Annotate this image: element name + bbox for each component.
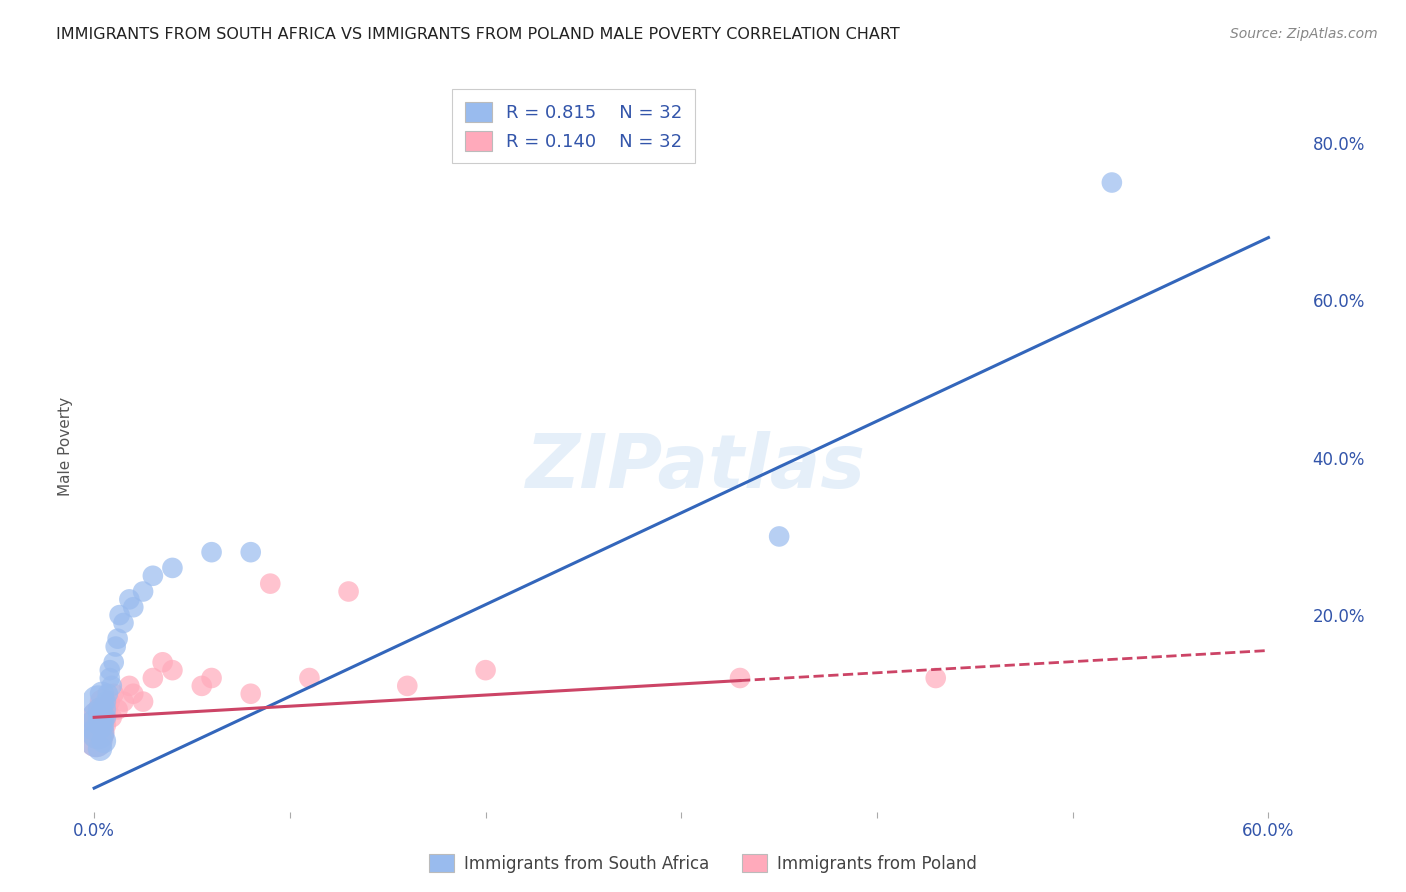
Point [104, 640, 127, 654]
Point [91, 687, 114, 701]
Point [98, 671, 121, 685]
Point [91, 726, 114, 740]
Point [200, 545, 222, 559]
Point [191, 679, 214, 693]
Point [91, 718, 114, 732]
Point [122, 600, 145, 615]
Point [87, 726, 110, 740]
Point [122, 687, 145, 701]
Point [100, 679, 122, 693]
Point [98, 695, 121, 709]
Point [142, 671, 165, 685]
Point [87, 695, 110, 709]
Point [768, 529, 790, 543]
Text: ZIPatlas: ZIPatlas [526, 432, 866, 505]
Point [108, 608, 131, 623]
Point [87, 710, 110, 724]
Text: IMMIGRANTS FROM SOUTH AFRICA VS IMMIGRANTS FROM POLAND MALE POVERTY CORRELATION : IMMIGRANTS FROM SOUTH AFRICA VS IMMIGRAN… [56, 27, 900, 42]
Point [84, 718, 107, 732]
Legend: R = 0.815    N = 32, R = 0.140    N = 32: R = 0.815 N = 32, R = 0.140 N = 32 [453, 89, 695, 163]
Y-axis label: Male Poverty: Male Poverty [58, 396, 73, 496]
Point [93, 734, 115, 748]
Point [239, 545, 262, 559]
Point [94, 710, 117, 724]
Point [1101, 176, 1123, 190]
Legend: Immigrants from South Africa, Immigrants from Poland: Immigrants from South Africa, Immigrants… [422, 847, 984, 880]
Point [94, 695, 117, 709]
Point [925, 671, 948, 685]
Point [100, 710, 122, 724]
Point [112, 695, 135, 709]
Point [93, 702, 115, 716]
Point [87, 710, 110, 724]
Point [89, 718, 111, 732]
Point [89, 702, 111, 716]
Point [337, 584, 360, 599]
Point [84, 718, 107, 732]
Point [84, 734, 107, 748]
Point [87, 726, 110, 740]
Point [107, 632, 129, 646]
Point [162, 561, 184, 575]
Point [162, 663, 184, 677]
Point [728, 671, 751, 685]
Point [239, 687, 262, 701]
Point [93, 710, 115, 724]
Point [94, 718, 117, 732]
Point [107, 702, 129, 716]
Point [98, 663, 121, 677]
Point [118, 679, 141, 693]
Point [259, 576, 281, 591]
Point [91, 695, 114, 709]
Point [298, 671, 321, 685]
Point [97, 702, 120, 716]
Point [103, 687, 125, 701]
Point [118, 592, 141, 607]
Point [103, 655, 125, 669]
Point [97, 687, 120, 701]
Point [89, 702, 111, 716]
Point [200, 671, 222, 685]
Point [152, 655, 174, 669]
Point [112, 615, 135, 630]
Point [132, 584, 155, 599]
Point [89, 741, 111, 756]
Point [132, 695, 155, 709]
Point [84, 734, 107, 748]
Point [396, 679, 419, 693]
Point [89, 710, 111, 724]
Point [474, 663, 496, 677]
Point [142, 568, 165, 582]
Text: Source: ZipAtlas.com: Source: ZipAtlas.com [1230, 27, 1378, 41]
